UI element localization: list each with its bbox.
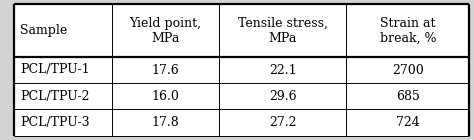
Text: 22.1: 22.1 bbox=[269, 64, 297, 76]
Text: PCL/TPU-3: PCL/TPU-3 bbox=[20, 116, 90, 129]
Text: 685: 685 bbox=[396, 90, 420, 103]
Text: Yield point,
MPa: Yield point, MPa bbox=[129, 17, 201, 45]
Text: Sample: Sample bbox=[20, 24, 67, 37]
Text: 17.8: 17.8 bbox=[152, 116, 179, 129]
Text: 724: 724 bbox=[396, 116, 419, 129]
Text: 29.6: 29.6 bbox=[269, 90, 297, 103]
Text: 27.2: 27.2 bbox=[269, 116, 296, 129]
Text: PCL/TPU-1: PCL/TPU-1 bbox=[20, 64, 90, 76]
Text: 2700: 2700 bbox=[392, 64, 424, 76]
Text: Strain at
break, %: Strain at break, % bbox=[380, 17, 436, 45]
Text: Tensile stress,
MPa: Tensile stress, MPa bbox=[238, 17, 328, 45]
Text: PCL/TPU-2: PCL/TPU-2 bbox=[20, 90, 90, 103]
Text: 17.6: 17.6 bbox=[152, 64, 179, 76]
Text: 16.0: 16.0 bbox=[152, 90, 180, 103]
